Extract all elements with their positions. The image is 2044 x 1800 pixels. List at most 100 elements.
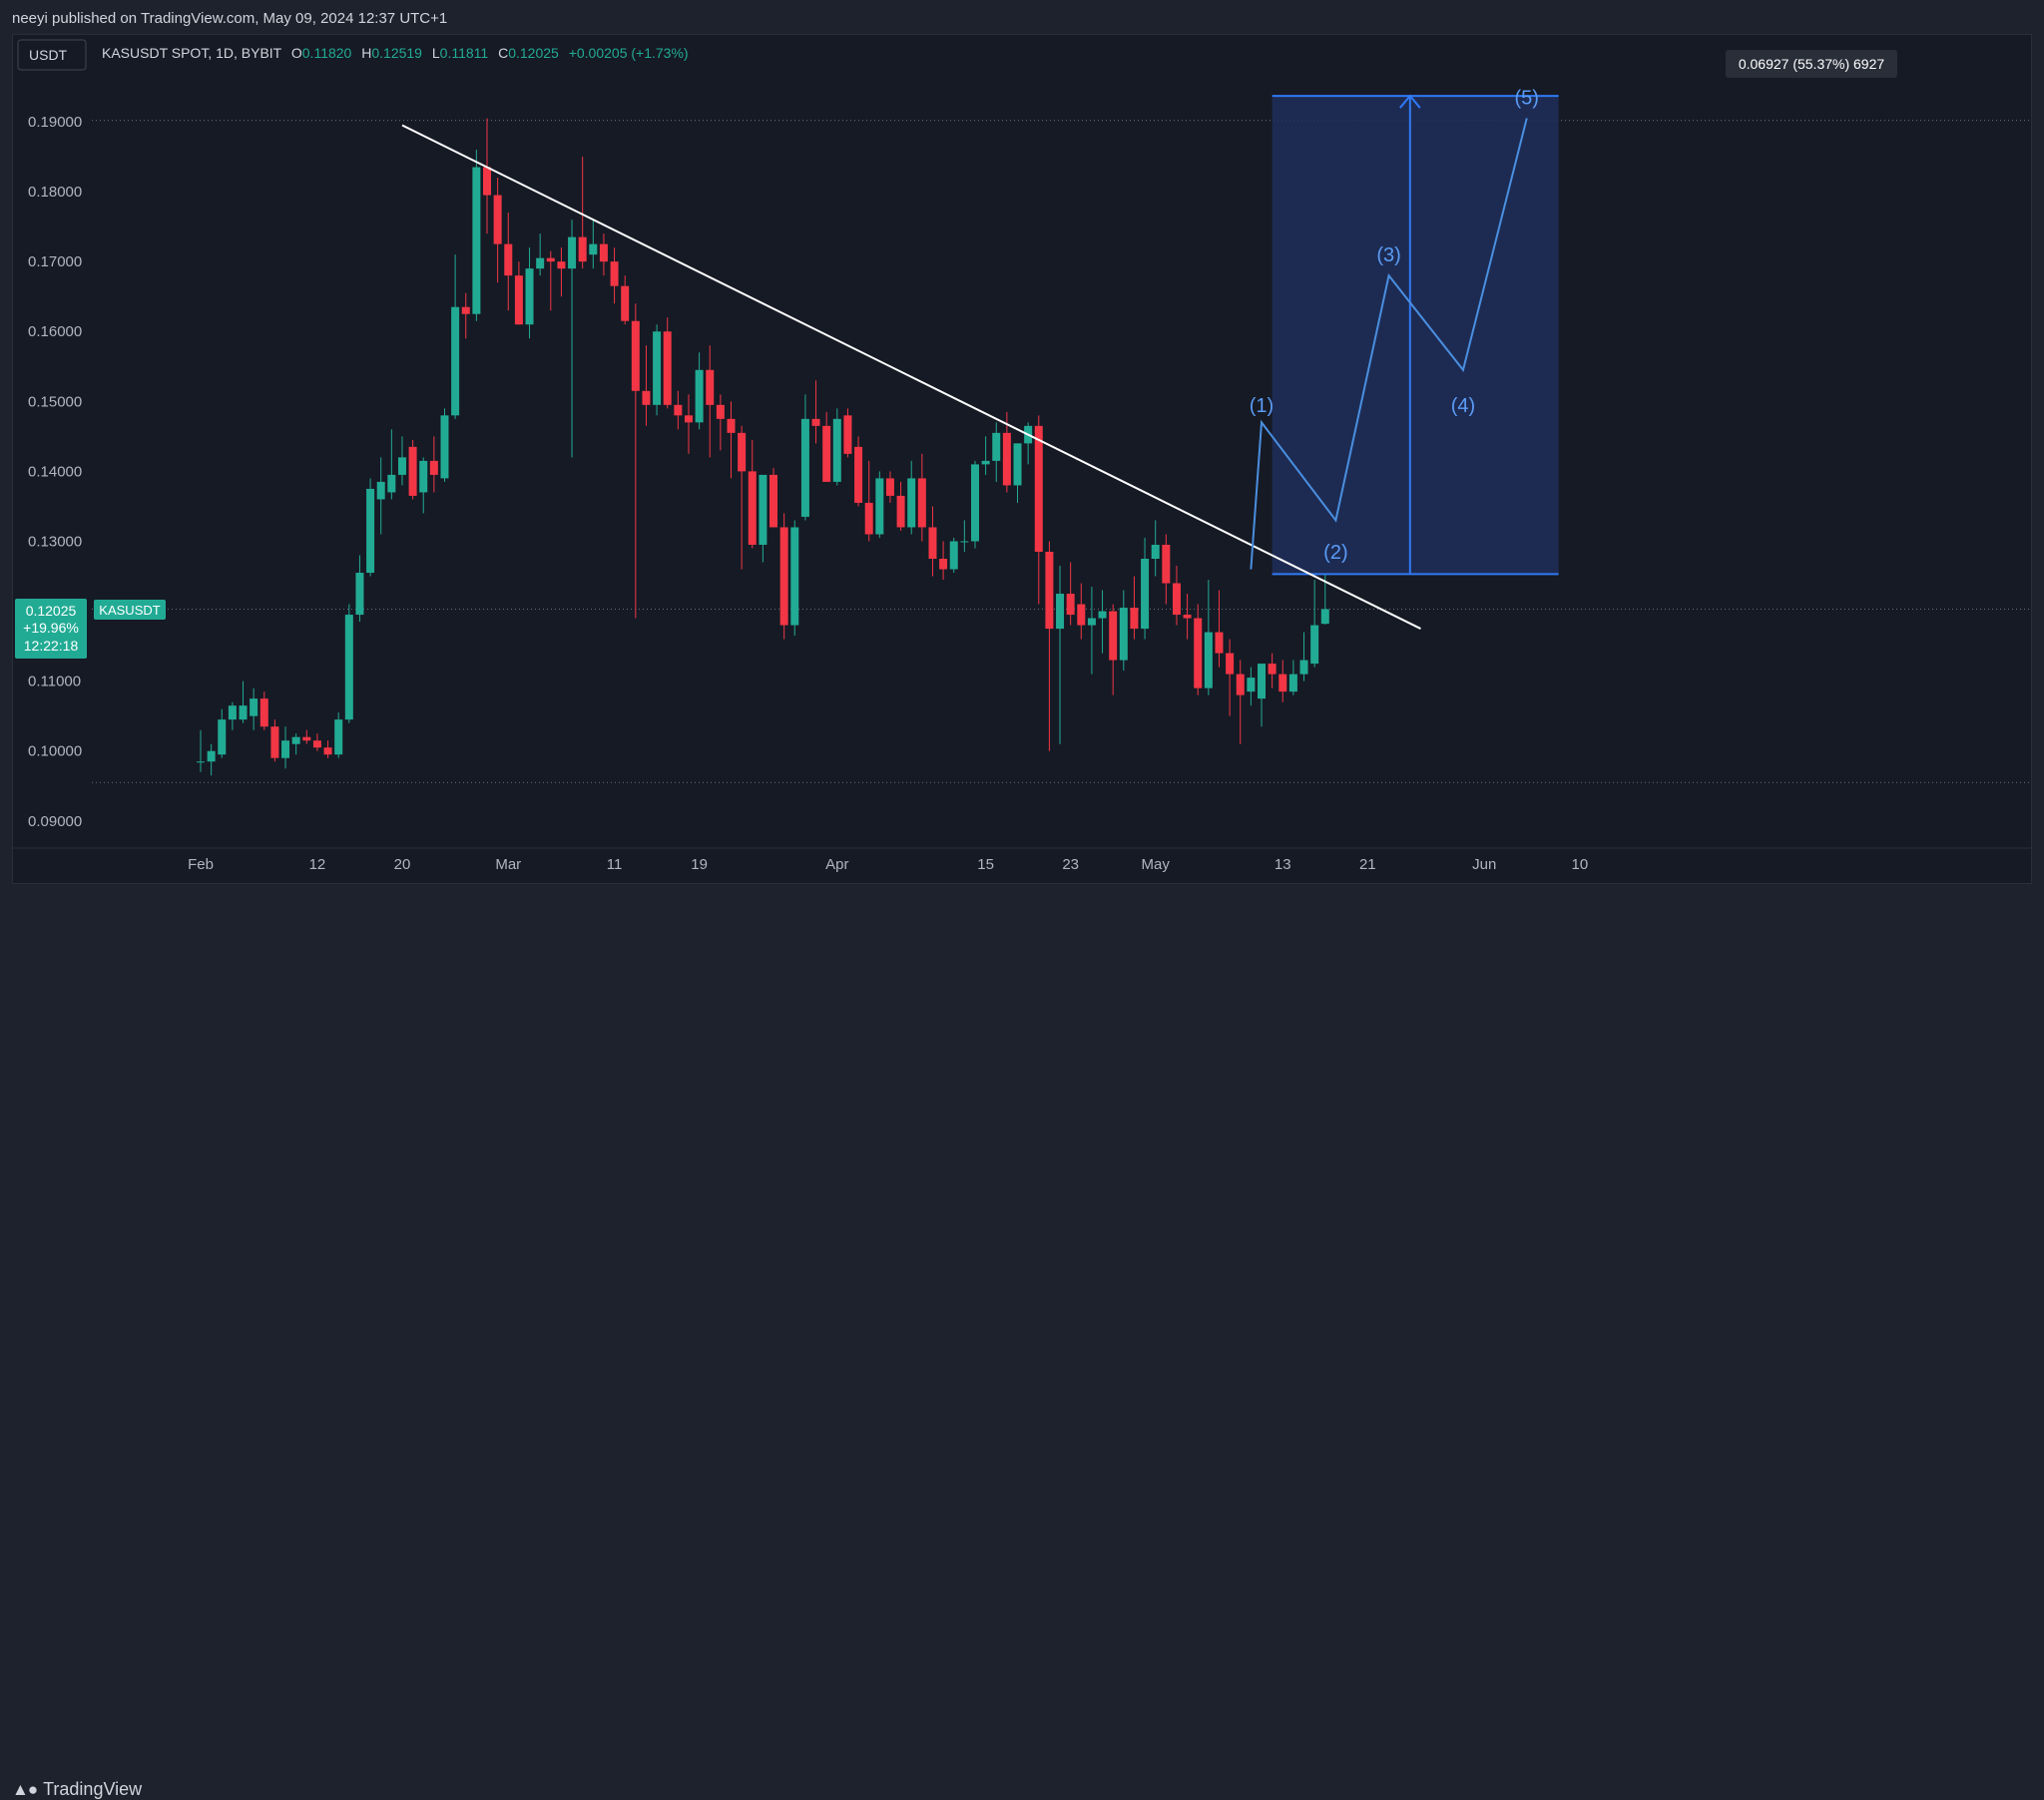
candle-up[interactable] <box>1299 660 1308 675</box>
tradingview-logo[interactable]: ▲● TradingView <box>12 1779 142 1800</box>
candle-up[interactable] <box>525 268 534 325</box>
candle-up[interactable] <box>1119 608 1128 661</box>
candle-down[interactable] <box>1045 551 1054 630</box>
candle-up[interactable] <box>759 474 767 545</box>
candle-down[interactable] <box>727 418 736 433</box>
candle-up[interactable] <box>1288 674 1297 692</box>
currency-button[interactable] <box>17 39 87 71</box>
candle-up[interactable] <box>832 418 841 482</box>
candle-down[interactable] <box>312 740 321 748</box>
candle-down[interactable] <box>1278 674 1287 692</box>
candle-down[interactable] <box>854 446 863 503</box>
candle-down[interactable] <box>779 527 788 626</box>
projection-box[interactable] <box>1272 96 1559 575</box>
candle-down[interactable] <box>1194 618 1203 688</box>
candle-up[interactable] <box>228 705 237 720</box>
price-chart[interactable]: (1)(2)(3)(4)(5) 0.190000.180000.170000.1… <box>0 0 2044 884</box>
candle-down[interactable] <box>1034 425 1043 552</box>
candle-up[interactable] <box>1141 559 1150 630</box>
candle-up[interactable] <box>1204 632 1213 688</box>
candle-up[interactable] <box>960 541 969 543</box>
candle-up[interactable] <box>1247 677 1256 692</box>
candle-down[interactable] <box>822 425 831 482</box>
candle-down[interactable] <box>939 559 948 570</box>
candle-up[interactable] <box>239 705 248 720</box>
candle-up[interactable] <box>800 418 809 517</box>
candle-down[interactable] <box>1226 653 1235 675</box>
chart-frame[interactable] <box>12 34 2032 884</box>
trendline[interactable] <box>401 124 1421 630</box>
candle-up[interactable] <box>376 481 385 500</box>
candle-down[interactable] <box>1162 544 1171 584</box>
candle-up[interactable] <box>387 474 396 493</box>
candle-up[interactable] <box>1056 594 1065 630</box>
candle-down[interactable] <box>748 471 757 545</box>
candle-down[interactable] <box>738 432 747 472</box>
candle-up[interactable] <box>281 740 290 758</box>
candle-down[interactable] <box>578 236 587 262</box>
candle-up[interactable] <box>197 761 205 763</box>
candle-down[interactable] <box>674 404 683 416</box>
candle-down[interactable] <box>270 726 279 758</box>
candle-down[interactable] <box>716 404 725 419</box>
candle-down[interactable] <box>557 261 566 269</box>
candle-up[interactable] <box>568 236 577 269</box>
candle-up[interactable] <box>334 719 343 755</box>
candle-up[interactable] <box>291 736 300 744</box>
candle-down[interactable] <box>493 195 502 244</box>
candle-down[interactable] <box>631 320 640 391</box>
candle-down[interactable] <box>1172 583 1181 616</box>
candle-down[interactable] <box>483 167 492 196</box>
candle-down[interactable] <box>514 275 523 325</box>
candle-down[interactable] <box>917 478 926 528</box>
candle-up[interactable] <box>790 527 799 626</box>
candle-down[interactable] <box>610 261 619 286</box>
candle-up[interactable] <box>1320 609 1329 625</box>
candle-up[interactable] <box>1098 611 1107 619</box>
candle-up[interactable] <box>250 698 258 716</box>
candle-down[interactable] <box>1183 615 1192 619</box>
candle-up[interactable] <box>355 573 364 616</box>
candle-down[interactable] <box>1077 604 1086 626</box>
candle-up[interactable] <box>472 167 481 314</box>
candle-up[interactable] <box>949 541 958 570</box>
candle-up[interactable] <box>875 478 884 535</box>
candle-up[interactable] <box>218 719 227 755</box>
candle-down[interactable] <box>706 369 715 405</box>
candle-down[interactable] <box>1002 432 1011 486</box>
candle-down[interactable] <box>663 331 672 405</box>
candle-down[interactable] <box>811 418 820 426</box>
candle-down[interactable] <box>1130 608 1139 630</box>
candle-down[interactable] <box>843 415 852 454</box>
candle-up[interactable] <box>1013 443 1022 486</box>
candle-down[interactable] <box>259 698 268 727</box>
candle-up[interactable] <box>536 257 545 269</box>
candle-down[interactable] <box>1268 664 1277 675</box>
candle-down[interactable] <box>928 527 937 559</box>
candle-up[interactable] <box>1151 544 1160 559</box>
candle-down[interactable] <box>885 478 894 496</box>
candle-down[interactable] <box>429 460 438 475</box>
candle-up[interactable] <box>970 464 979 542</box>
candle-down[interactable] <box>684 415 693 423</box>
candle-up[interactable] <box>981 460 990 465</box>
candle-down[interactable] <box>864 502 873 535</box>
candle-down[interactable] <box>642 390 651 405</box>
candle-down[interactable] <box>323 747 332 755</box>
candle-down[interactable] <box>896 495 905 528</box>
candle-down[interactable] <box>1215 632 1224 654</box>
candle-up[interactable] <box>1087 618 1096 626</box>
elliott-wave-path[interactable] <box>1250 118 1528 570</box>
candle-up[interactable] <box>992 432 1001 461</box>
candle-up[interactable] <box>1310 625 1319 665</box>
candle-up[interactable] <box>366 488 375 574</box>
candle-down[interactable] <box>599 243 608 262</box>
candle-up[interactable] <box>1258 664 1266 699</box>
candle-up[interactable] <box>589 243 598 255</box>
candle-down[interactable] <box>504 243 513 276</box>
candle-up[interactable] <box>451 306 460 416</box>
candle-down[interactable] <box>302 736 311 741</box>
candle-up[interactable] <box>344 615 353 720</box>
candle-down[interactable] <box>546 257 555 262</box>
candle-up[interactable] <box>695 369 704 423</box>
